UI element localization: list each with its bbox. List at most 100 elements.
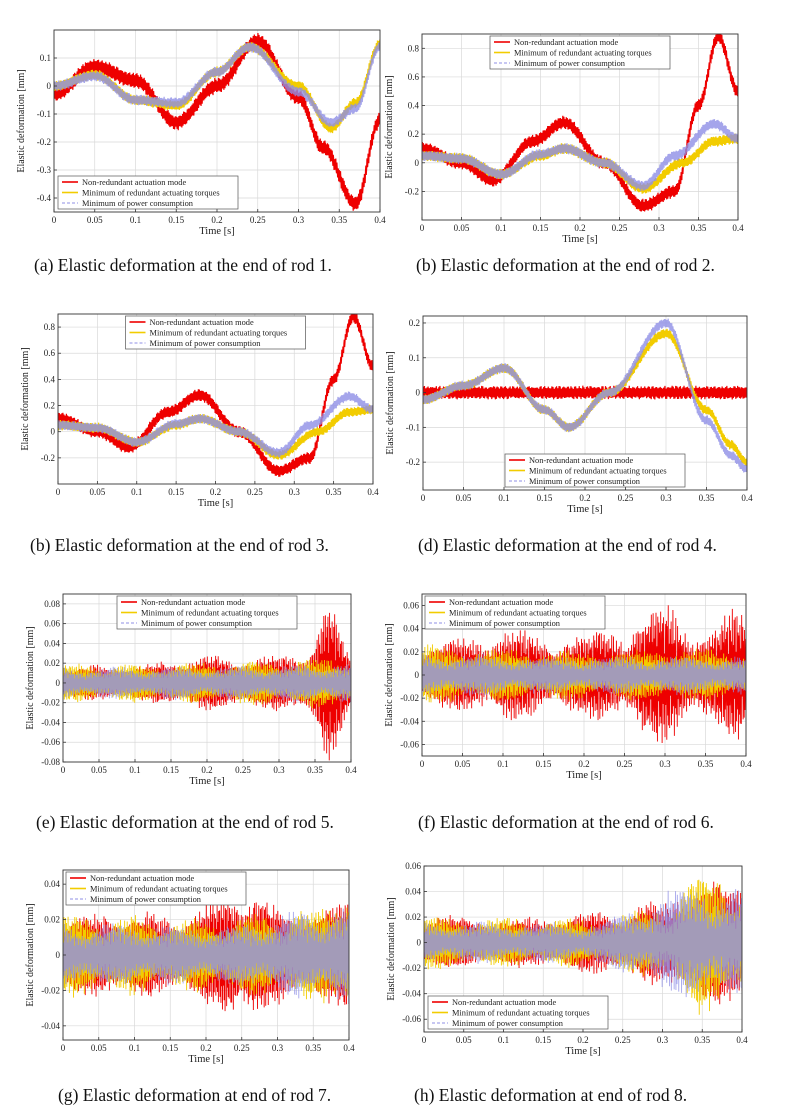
caption-rod-2: (b) Elastic deformation at the end of ro… bbox=[416, 255, 715, 275]
y-axis-label: Elastic deformation [mm] bbox=[385, 351, 396, 454]
x-tick-label: 0.35 bbox=[698, 759, 714, 769]
chart-svg: 0 0.05 0.1 0.15 0.2 0.25 0.3 0.35 0.4 -0.2 0 0.2 0.4… bbox=[384, 33, 744, 245]
x-tick-label: 0.2 bbox=[578, 759, 589, 769]
y-axis-label: Elastic deformation [mm] bbox=[384, 75, 395, 178]
x-tick-label: 0.2 bbox=[200, 1043, 211, 1053]
x-axis-label: Time [s] bbox=[189, 776, 225, 787]
y-tick-label: 0.2 bbox=[44, 401, 55, 411]
chart-svg: 0 0.05 0.1 0.15 0.2 0.25 0.3 0.35 0.4 -0.2 -0.1 0 0.… bbox=[385, 315, 753, 515]
x-tick-label: 0.3 bbox=[272, 1043, 284, 1053]
y-tick-label: 0.02 bbox=[403, 647, 419, 657]
x-tick-label: 0.25 bbox=[247, 487, 263, 497]
x-tick-label: 0.35 bbox=[326, 487, 342, 497]
y-tick-label: 0 bbox=[416, 388, 421, 398]
x-tick-label: 0.2 bbox=[211, 215, 222, 225]
x-tick-label: 0.15 bbox=[168, 215, 184, 225]
legend-label-yellow: Minimum of redundant actuating torques bbox=[90, 885, 228, 894]
x-tick-label: 0.25 bbox=[612, 223, 628, 233]
legend: Non-redundant actuation mode Minimum of r… bbox=[57, 175, 239, 210]
chart-panel-rod-8: 0 0.05 0.1 0.15 0.2 0.25 0.3 0.35 0.4 -0.06 -0.04 -… bbox=[378, 861, 778, 1072]
legend-label-red: Non-redundant actuation mode bbox=[529, 456, 633, 465]
chart-svg: 0 0.05 0.1 0.15 0.2 0.25 0.3 0.35 0.4 -0.4 -0.3 -0.… bbox=[16, 29, 386, 237]
y-tick-label: 0 bbox=[47, 81, 52, 91]
chart-panel-rod-4: 0 0.05 0.1 0.15 0.2 0.25 0.3 0.35 0.4 -0.2 -0.1 0 0.… bbox=[378, 306, 778, 526]
legend: Non-redundant actuation mode Minimum of r… bbox=[424, 595, 606, 630]
legend: Non-redundant actuation mode Minimum of r… bbox=[504, 453, 686, 488]
y-tick-label: 0.02 bbox=[44, 658, 60, 668]
y-tick-label: 0.2 bbox=[408, 129, 419, 139]
y-tick-label: 0.08 bbox=[44, 599, 60, 609]
series-line-blue bbox=[63, 664, 351, 703]
y-tick-label: -0.2 bbox=[405, 186, 419, 196]
series-line-red bbox=[54, 32, 380, 211]
x-tick-label: 0.1 bbox=[498, 493, 509, 503]
legend-box bbox=[427, 995, 609, 1030]
chart-panel-rod-6: 0 0.05 0.1 0.15 0.2 0.25 0.3 0.35 0.4 -0.06 -0.04 -… bbox=[378, 588, 778, 803]
caption-rod-3: (b) Elastic deformation at the end of ro… bbox=[30, 535, 329, 555]
y-axis-label: Elastic deformation [mm] bbox=[386, 897, 397, 1000]
x-tick-label: 0.4 bbox=[740, 759, 752, 769]
x-tick-label: 0.35 bbox=[331, 215, 347, 225]
caption-rod-7: (g) Elastic deformation at end of rod 7. bbox=[58, 1085, 332, 1105]
x-tick-label: 0 bbox=[56, 487, 61, 497]
x-tick-label: 0 bbox=[61, 1043, 66, 1053]
legend-label-blue: Minimum of power consumption bbox=[141, 619, 253, 628]
y-tick-label: -0.06 bbox=[402, 1014, 421, 1024]
chart-panel-rod-2: 0 0.05 0.1 0.15 0.2 0.25 0.3 0.35 0.4 -0.2 0 0.2 0.4… bbox=[378, 16, 778, 246]
x-tick-label: 0 bbox=[422, 1035, 427, 1045]
x-tick-label: 0.15 bbox=[536, 759, 552, 769]
x-tick-label: 0.25 bbox=[615, 1035, 631, 1045]
y-tick-label: 0.04 bbox=[44, 638, 60, 648]
legend-label-red: Non-redundant actuation mode bbox=[150, 318, 254, 327]
y-tick-label: 0.4 bbox=[408, 101, 420, 111]
legend-label-yellow: Minimum of redundant actuating torques bbox=[82, 189, 220, 198]
x-tick-label: 0.05 bbox=[91, 765, 107, 775]
y-tick-label: 0.2 bbox=[409, 318, 420, 328]
x-tick-label: 0.05 bbox=[455, 759, 471, 769]
legend-label-red: Non-redundant actuation mode bbox=[452, 998, 556, 1007]
series-group bbox=[54, 32, 380, 211]
legend-label-yellow: Minimum of redundant actuating torques bbox=[529, 467, 667, 476]
chart-panel-rod-7: 0 0.05 0.1 0.15 0.2 0.25 0.3 0.35 0.4 -0.04 -0.02 0… bbox=[10, 862, 380, 1072]
legend-label-red: Non-redundant actuation mode bbox=[449, 598, 553, 607]
x-tick-label: 0.1 bbox=[497, 759, 508, 769]
y-tick-label: -0.1 bbox=[37, 109, 51, 119]
legend: Non-redundant actuation mode Minimum of r… bbox=[65, 871, 247, 906]
legend-label-blue: Minimum of power consumption bbox=[449, 619, 561, 628]
y-tick-label: 0.04 bbox=[44, 879, 60, 889]
y-tick-label: 0 bbox=[417, 938, 422, 948]
legend-label-yellow: Minimum of redundant actuating torques bbox=[141, 609, 279, 618]
y-tick-label: 0.8 bbox=[44, 322, 56, 332]
legend-box bbox=[57, 175, 239, 210]
x-tick-label: 0.25 bbox=[235, 765, 251, 775]
x-axis-label: Time [s] bbox=[199, 226, 235, 237]
x-tick-label: 0.25 bbox=[618, 493, 634, 503]
legend-box bbox=[125, 315, 306, 350]
y-tick-label: 0.6 bbox=[408, 72, 420, 82]
x-tick-label: 0.3 bbox=[659, 759, 671, 769]
x-tick-label: 0.25 bbox=[250, 215, 266, 225]
legend-box bbox=[489, 35, 671, 70]
x-tick-label: 0.15 bbox=[535, 1035, 551, 1045]
chart-svg: 0 0.05 0.1 0.15 0.2 0.25 0.3 0.35 0.4 -0.04 -0.02 0… bbox=[25, 869, 355, 1065]
chart-svg: 0 0.05 0.1 0.15 0.2 0.25 0.3 0.35 0.4 -0.08 -0.06 -… bbox=[25, 593, 357, 787]
chart-svg: 0 0.05 0.1 0.15 0.2 0.25 0.3 0.35 0.4 -0.06 -0.04 -… bbox=[386, 861, 748, 1057]
legend-label-yellow: Minimum of redundant actuating torques bbox=[150, 329, 288, 338]
y-axis-label: Elastic deformation [mm] bbox=[25, 903, 36, 1006]
x-tick-label: 0.2 bbox=[579, 493, 590, 503]
y-tick-label: 0.1 bbox=[40, 53, 51, 63]
x-tick-label: 0.3 bbox=[660, 493, 672, 503]
caption-rod-5: (e) Elastic deformation at the end of ro… bbox=[36, 812, 334, 832]
x-tick-label: 0.2 bbox=[574, 223, 585, 233]
y-tick-label: -0.02 bbox=[400, 693, 419, 703]
y-tick-label: -0.3 bbox=[37, 165, 52, 175]
y-axis-label: Elastic deformation [mm] bbox=[25, 626, 36, 729]
y-tick-label: -0.04 bbox=[400, 716, 419, 726]
x-tick-label: 0.05 bbox=[87, 215, 103, 225]
x-tick-label: 0.15 bbox=[533, 223, 549, 233]
x-tick-label: 0.05 bbox=[91, 1043, 107, 1053]
legend-label-blue: Minimum of power consumption bbox=[150, 339, 262, 348]
x-tick-label: 0 bbox=[420, 759, 425, 769]
x-tick-label: 0.4 bbox=[367, 487, 379, 497]
y-tick-label: 0.8 bbox=[408, 43, 420, 53]
